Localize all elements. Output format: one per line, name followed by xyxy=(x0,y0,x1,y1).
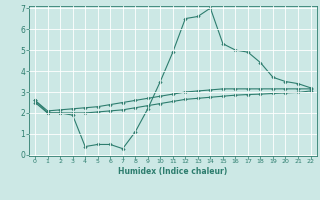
X-axis label: Humidex (Indice chaleur): Humidex (Indice chaleur) xyxy=(118,167,228,176)
